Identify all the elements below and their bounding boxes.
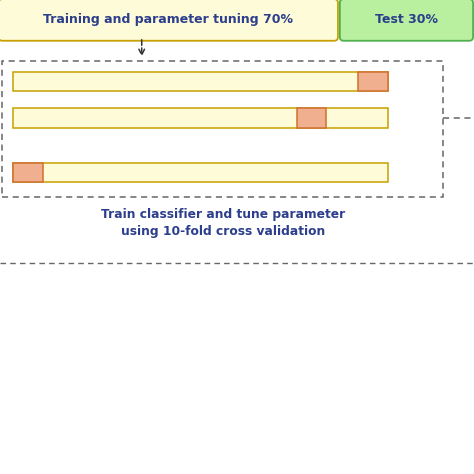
Bar	[2, 61, 443, 197]
Text: Test 30%: Test 30%	[375, 13, 438, 27]
FancyBboxPatch shape	[340, 0, 473, 41]
Text: Training and parameter tuning 70%: Training and parameter tuning 70%	[43, 13, 293, 27]
Bar	[297, 108, 326, 128]
Bar	[13, 108, 388, 128]
Bar	[358, 72, 388, 91]
Bar	[13, 163, 388, 182]
Text: Train classifier and tune parameter
using 10-fold cross validation: Train classifier and tune parameter usin…	[100, 208, 345, 237]
Bar	[13, 72, 388, 91]
FancyBboxPatch shape	[0, 0, 338, 41]
Bar	[13, 163, 43, 182]
